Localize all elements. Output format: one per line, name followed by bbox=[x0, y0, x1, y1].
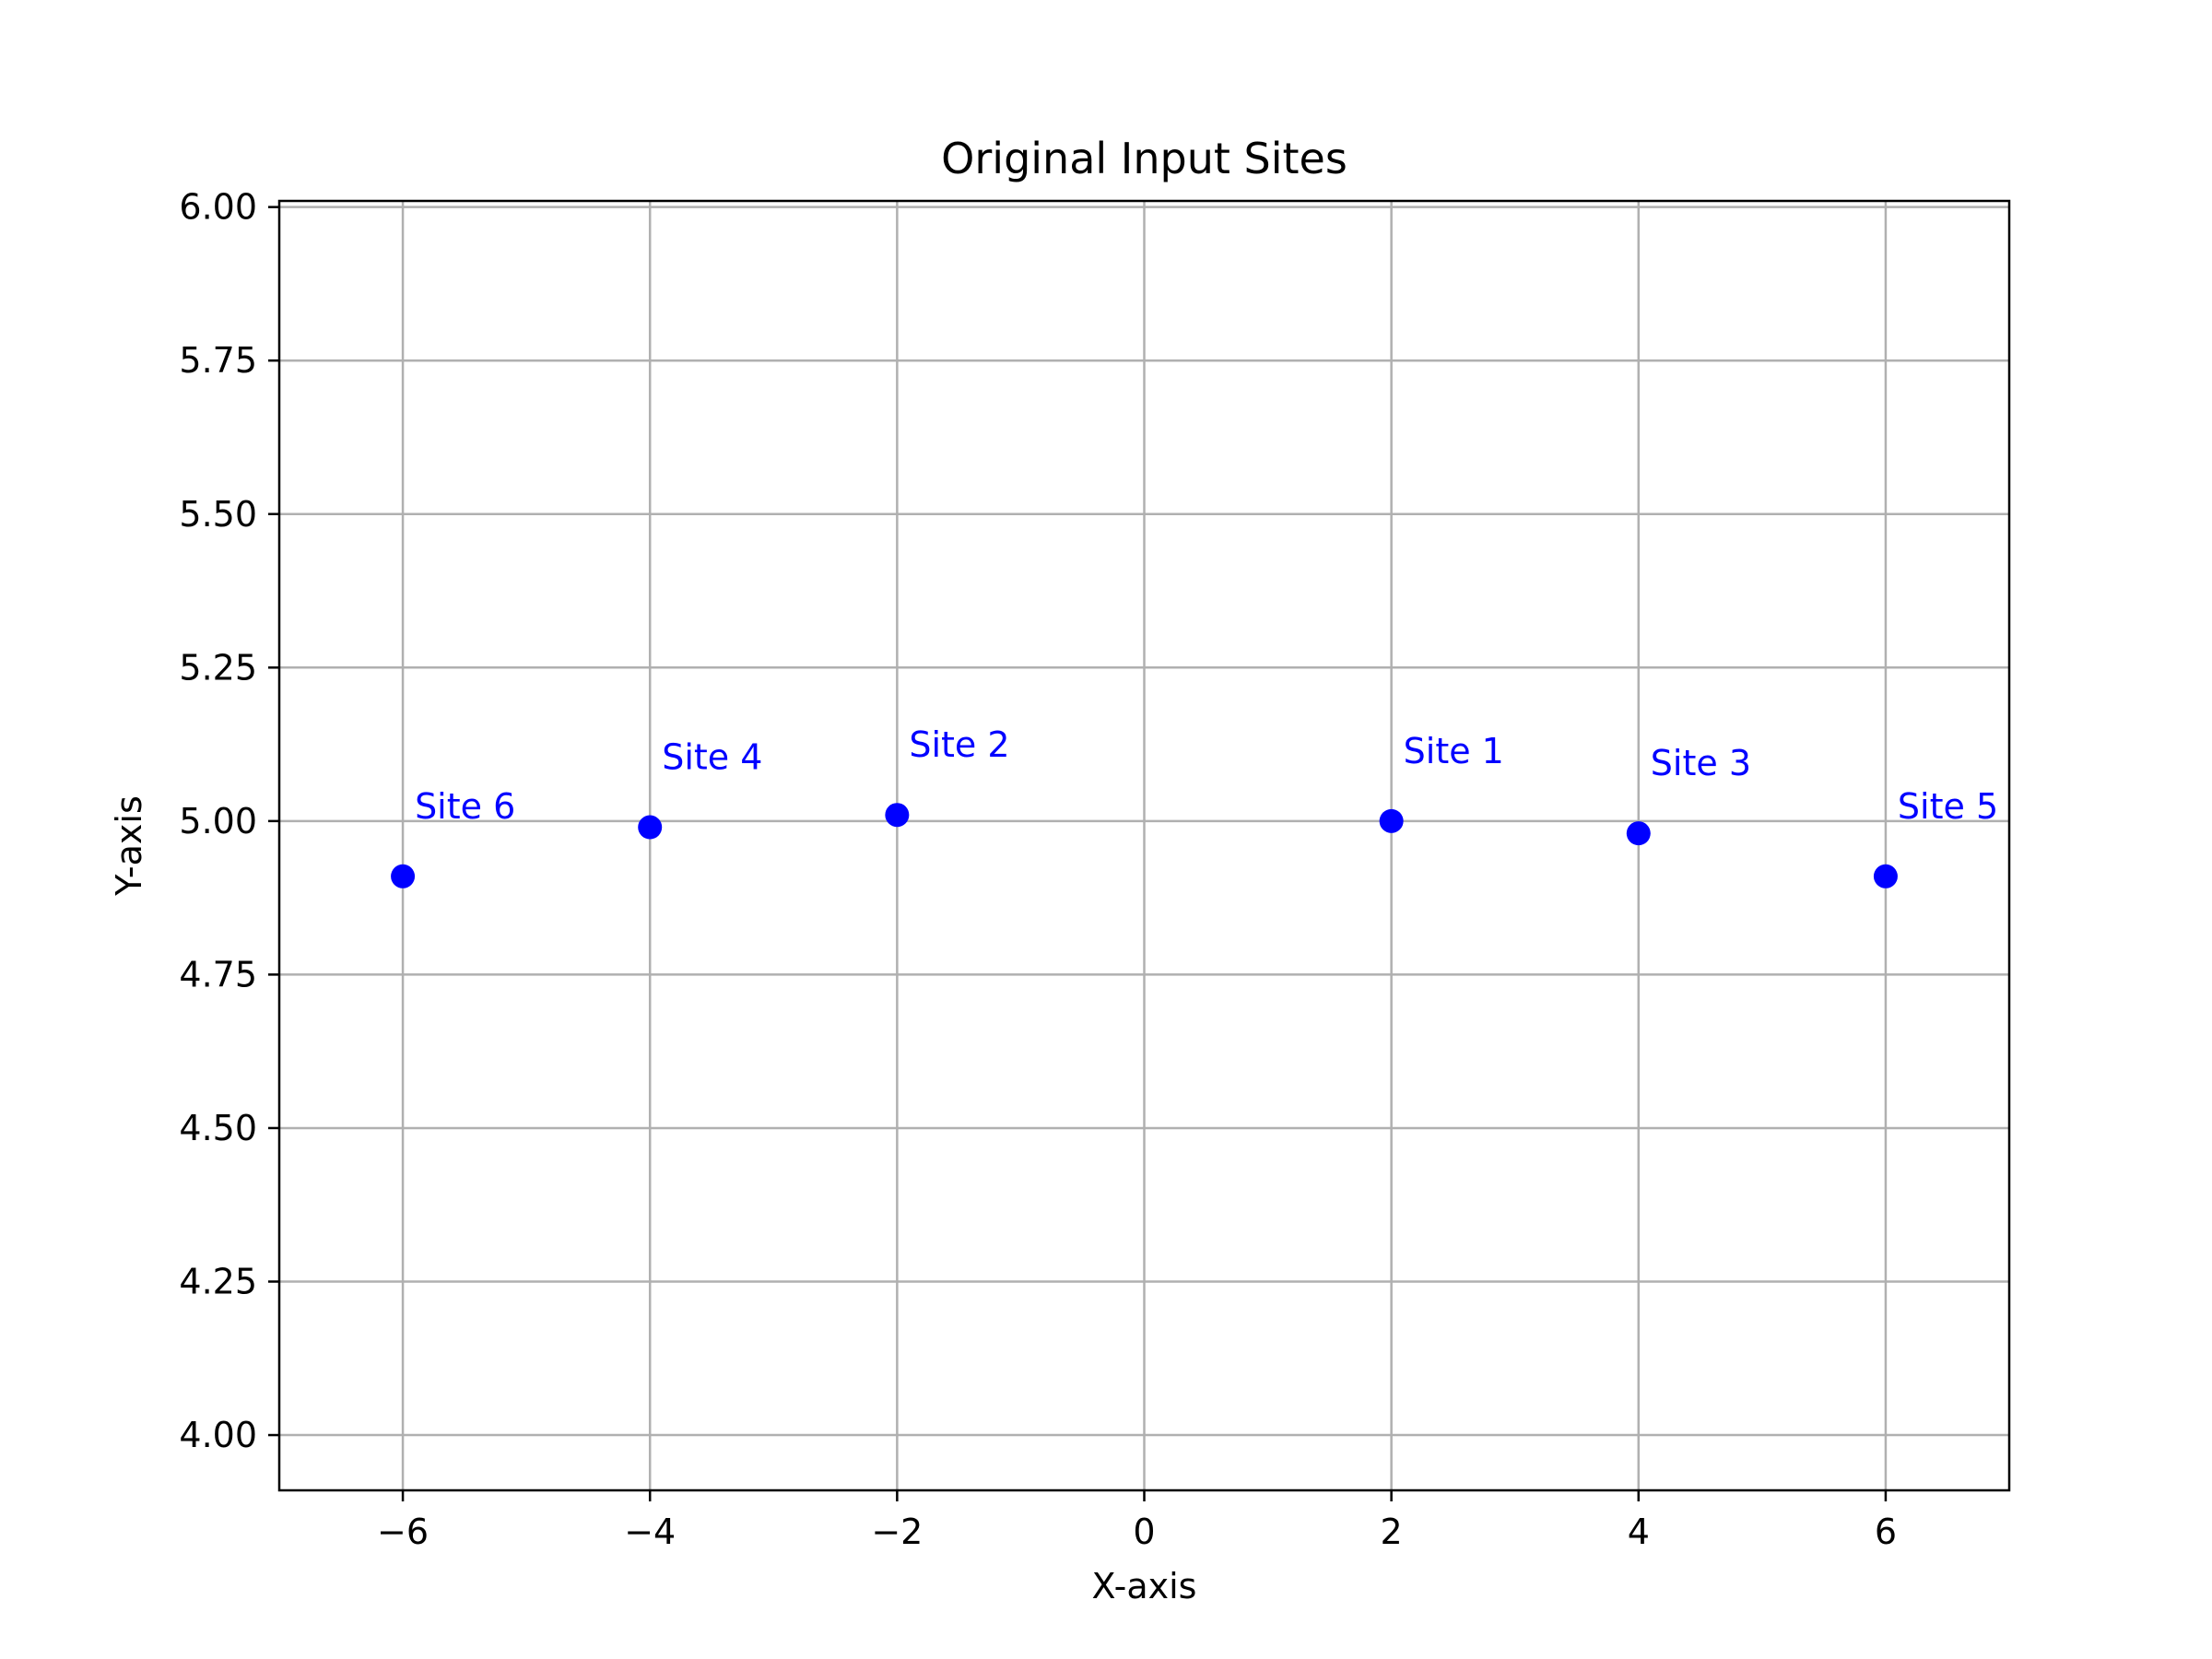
y-tick-label: 4.75 bbox=[179, 954, 257, 994]
data-point bbox=[638, 815, 663, 840]
y-tick-label: 5.00 bbox=[179, 801, 257, 841]
data-point bbox=[1873, 864, 1898, 888]
y-tick-label: 5.75 bbox=[179, 340, 257, 381]
data-point bbox=[885, 803, 910, 828]
point-label: Site 1 bbox=[1404, 731, 1504, 771]
data-point bbox=[391, 864, 416, 888]
x-tick-label: −2 bbox=[871, 1512, 923, 1552]
data-point bbox=[1626, 821, 1651, 846]
point-label: Site 5 bbox=[1898, 786, 1998, 827]
point-label: Site 2 bbox=[909, 724, 1009, 765]
point-label: Site 4 bbox=[662, 737, 762, 778]
x-tick-label: 4 bbox=[1628, 1512, 1650, 1552]
y-tick-label: 4.25 bbox=[179, 1261, 257, 1301]
data-point bbox=[1379, 808, 1404, 833]
y-tick-label: 5.50 bbox=[179, 494, 257, 535]
x-tick-label: 0 bbox=[1133, 1512, 1155, 1552]
point-label: Site 6 bbox=[415, 786, 515, 827]
x-tick-label: −4 bbox=[624, 1512, 676, 1552]
y-tick-label: 5.25 bbox=[179, 647, 257, 688]
x-tick-label: −6 bbox=[377, 1512, 429, 1552]
y-tick-label: 4.00 bbox=[179, 1415, 257, 1455]
x-axis-label: X-axis bbox=[1092, 1566, 1197, 1606]
point-label: Site 3 bbox=[1651, 743, 1751, 783]
data-points: Site 1 Site 2 Site 3 Site 4 Site 5 Site 6 bbox=[391, 724, 1998, 888]
x-tick-label: 2 bbox=[1381, 1512, 1403, 1552]
chart-title: Original Input Sites bbox=[941, 134, 1347, 183]
y-axis-label: Y-axis bbox=[109, 795, 149, 897]
axis-ticks: −6 −4 −2 0 2 4 6 4.00 4.25 4.50 4.75 5.00 5.25 5.50 5.… bbox=[179, 187, 1897, 1552]
grid bbox=[279, 201, 2009, 1490]
y-tick-label: 6.00 bbox=[179, 187, 257, 228]
x-tick-label: 6 bbox=[1875, 1512, 1897, 1552]
y-tick-label: 4.50 bbox=[179, 1108, 257, 1148]
